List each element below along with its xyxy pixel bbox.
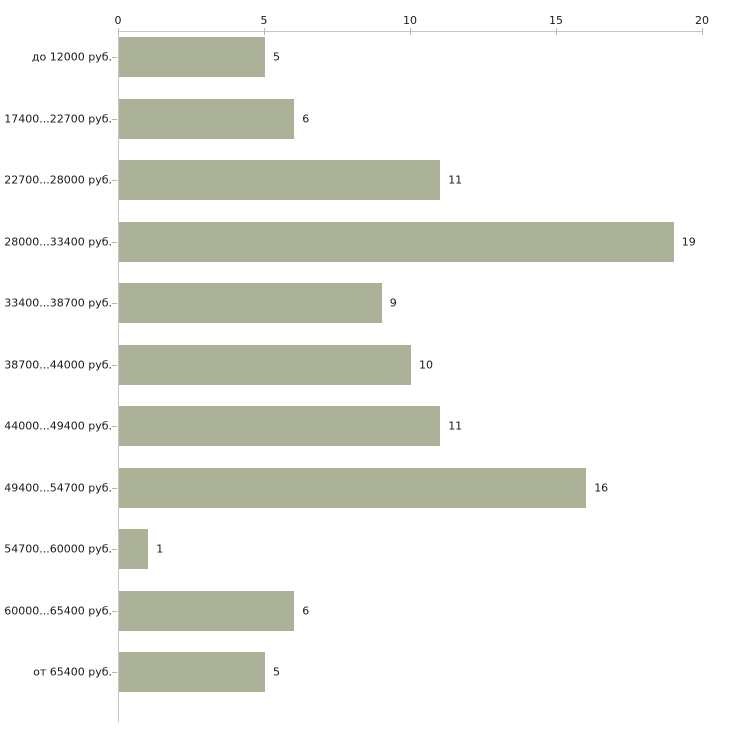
category-tick-mark — [112, 118, 117, 120]
x-axis-tick-mark — [264, 28, 265, 35]
bar-row: 38700...44000 руб. 10 — [0, 344, 730, 385]
category-tick-mark — [112, 180, 117, 181]
bar-value-label: 6 — [302, 112, 310, 125]
bar-row: 60000...65400 руб. 6 — [0, 590, 730, 631]
category-tick-mark — [112, 610, 117, 612]
bar — [119, 467, 587, 508]
bar-value-label: 10 — [419, 358, 433, 371]
bar-value-label: 19 — [681, 235, 696, 248]
x-axis-tick-label: 20 — [695, 14, 709, 27]
bar-value-label: 11 — [448, 173, 463, 187]
category-label: 54700...60000 руб. — [4, 542, 112, 556]
x-axis-tick-label: 15 — [549, 14, 563, 27]
x-axis-tick-mark — [410, 28, 411, 35]
bar-value-label: 6 — [302, 604, 310, 617]
bar — [119, 221, 674, 262]
bar — [119, 37, 265, 77]
category-label: 33400...38700 руб. — [4, 296, 112, 310]
category-tick-mark — [112, 241, 117, 243]
category-tick-mark — [112, 364, 117, 366]
y-axis-line — [118, 31, 119, 722]
bar — [119, 590, 295, 631]
bar-value-label: 9 — [389, 296, 397, 310]
bar-row: 28000...33400 руб. 19 — [0, 221, 730, 262]
bar-row: до 12000 руб. 5 — [0, 37, 730, 77]
bar — [119, 344, 411, 385]
category-label: 17400...22700 руб. — [4, 112, 112, 125]
x-axis-tick-label: 5 — [260, 14, 268, 27]
bar-row: 54700...60000 руб. 1 — [0, 529, 730, 569]
bar-row: 44000...49400 руб. 11 — [0, 406, 730, 446]
bar-value-label: 16 — [594, 481, 609, 494]
category-tick-mark — [112, 487, 117, 489]
category-label: 60000...65400 руб. — [4, 604, 112, 617]
category-label: 44000...49400 руб. — [4, 419, 112, 433]
bar-value-label: 5 — [273, 665, 280, 679]
category-label: 38700...44000 руб. — [4, 358, 112, 371]
category-tick-mark — [112, 426, 117, 427]
category-tick-mark — [112, 303, 117, 304]
bar-value-label: 5 — [273, 50, 280, 64]
category-tick-mark — [112, 57, 117, 58]
x-axis-tick-mark — [702, 28, 703, 35]
x-axis-tick-label: 0 — [114, 14, 122, 27]
bar — [119, 160, 441, 200]
bar-value-label: 11 — [448, 419, 463, 433]
category-tick-mark — [112, 549, 117, 550]
category-label: 22700...28000 руб. — [4, 173, 112, 187]
bar — [119, 652, 265, 692]
category-tick-mark — [112, 672, 117, 673]
bar-value-label: 1 — [156, 542, 164, 556]
bar — [119, 98, 295, 139]
bar — [119, 529, 149, 569]
category-label: от 65400 руб. — [33, 665, 112, 679]
category-label: 49400...54700 руб. — [4, 481, 112, 494]
category-label: до 12000 руб. — [31, 50, 112, 64]
x-axis-tick-label: 10 — [403, 14, 417, 27]
x-axis-tick-mark — [556, 28, 557, 35]
bar — [119, 406, 441, 446]
bar-row: 49400...54700 руб. 16 — [0, 467, 730, 508]
x-axis-tick-mark — [118, 28, 119, 35]
bar — [119, 283, 382, 323]
bar-row: от 65400 руб. 5 — [0, 652, 730, 692]
bar-row: 33400...38700 руб. 9 — [0, 283, 730, 323]
bar-row: 22700...28000 руб. 11 — [0, 160, 730, 200]
bar-row: 17400...22700 руб. 6 — [0, 98, 730, 139]
category-label: 28000...33400 руб. — [4, 235, 112, 248]
